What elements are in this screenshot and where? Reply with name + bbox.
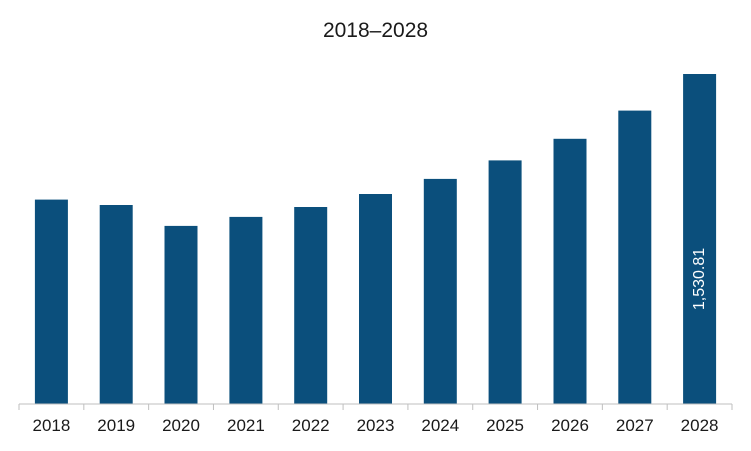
bar-2027 <box>618 110 652 404</box>
x-tick-label-2018: 2018 <box>32 416 70 435</box>
bar-2019 <box>99 205 133 404</box>
bar-2020 <box>164 225 198 404</box>
x-axis-tick-labels: 2018 2019 2020 2021 2022 2023 2024 2025 2026 2027… <box>32 416 718 435</box>
bar-2023 <box>359 194 392 404</box>
bar-2024 <box>423 178 457 404</box>
x-tick-label-2027: 2027 <box>616 416 654 435</box>
bar-2028 <box>683 74 717 404</box>
x-tick-label-2019: 2019 <box>97 416 135 435</box>
bar-2022 <box>294 207 328 404</box>
x-tick-label-2022: 2022 <box>292 416 330 435</box>
bar-2018 <box>34 199 68 404</box>
bars-group <box>34 74 717 405</box>
x-axis-ticks <box>18 404 733 410</box>
x-tick-label-2026: 2026 <box>551 416 589 435</box>
x-tick-label-2021: 2021 <box>227 416 265 435</box>
chart-title: 2018–2028 <box>323 19 428 42</box>
bar-2026 <box>553 138 587 405</box>
x-tick-label-2020: 2020 <box>162 416 200 435</box>
x-tick-label-2023: 2023 <box>357 416 395 435</box>
bar-2021 <box>229 216 263 404</box>
bar-2025 <box>488 160 522 404</box>
x-tick-label-2025: 2025 <box>486 416 524 435</box>
data-label-2028: 1,530.81 <box>691 248 708 310</box>
data-labels-group: 1,530.81 <box>691 248 708 310</box>
x-tick-label-2028: 2028 <box>681 416 719 435</box>
x-tick-label-2024: 2024 <box>421 416 459 435</box>
